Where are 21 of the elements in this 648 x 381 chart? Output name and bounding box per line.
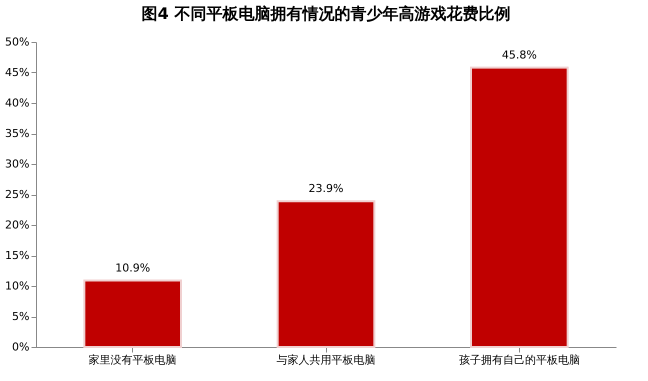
y-tick-label: 10% — [5, 280, 30, 292]
bar — [276, 200, 376, 348]
bar — [470, 66, 569, 348]
y-tick-label: 45% — [5, 66, 30, 79]
data-label: 23.9% — [308, 182, 344, 196]
data-label: 10.9% — [115, 262, 150, 275]
y-tick-label: 25% — [5, 188, 30, 201]
y-tick-label: 0% — [12, 340, 30, 354]
y-tick-label: 35% — [5, 127, 30, 140]
y-tick-label: 5% — [12, 310, 30, 323]
y-tick-label: 15% — [5, 249, 30, 262]
chart-title: 图4 不同平板电脑拥有情况的青少年高游戏花费比例 — [142, 4, 510, 23]
x-tick-label: 家里没有平板电脑 — [88, 354, 177, 366]
x-tick-label: 孩子拥有自己的平板电脑 — [458, 354, 580, 366]
y-tick-label: 40% — [5, 96, 30, 110]
y-tick-label: 30% — [5, 158, 30, 170]
y-tick-label: 20% — [5, 218, 30, 232]
data-label: 45.8% — [502, 48, 537, 62]
y-tick-label: 50% — [5, 36, 30, 48]
bar — [83, 280, 182, 348]
x-tick-label: 与家人共用平板电脑 — [276, 354, 376, 366]
